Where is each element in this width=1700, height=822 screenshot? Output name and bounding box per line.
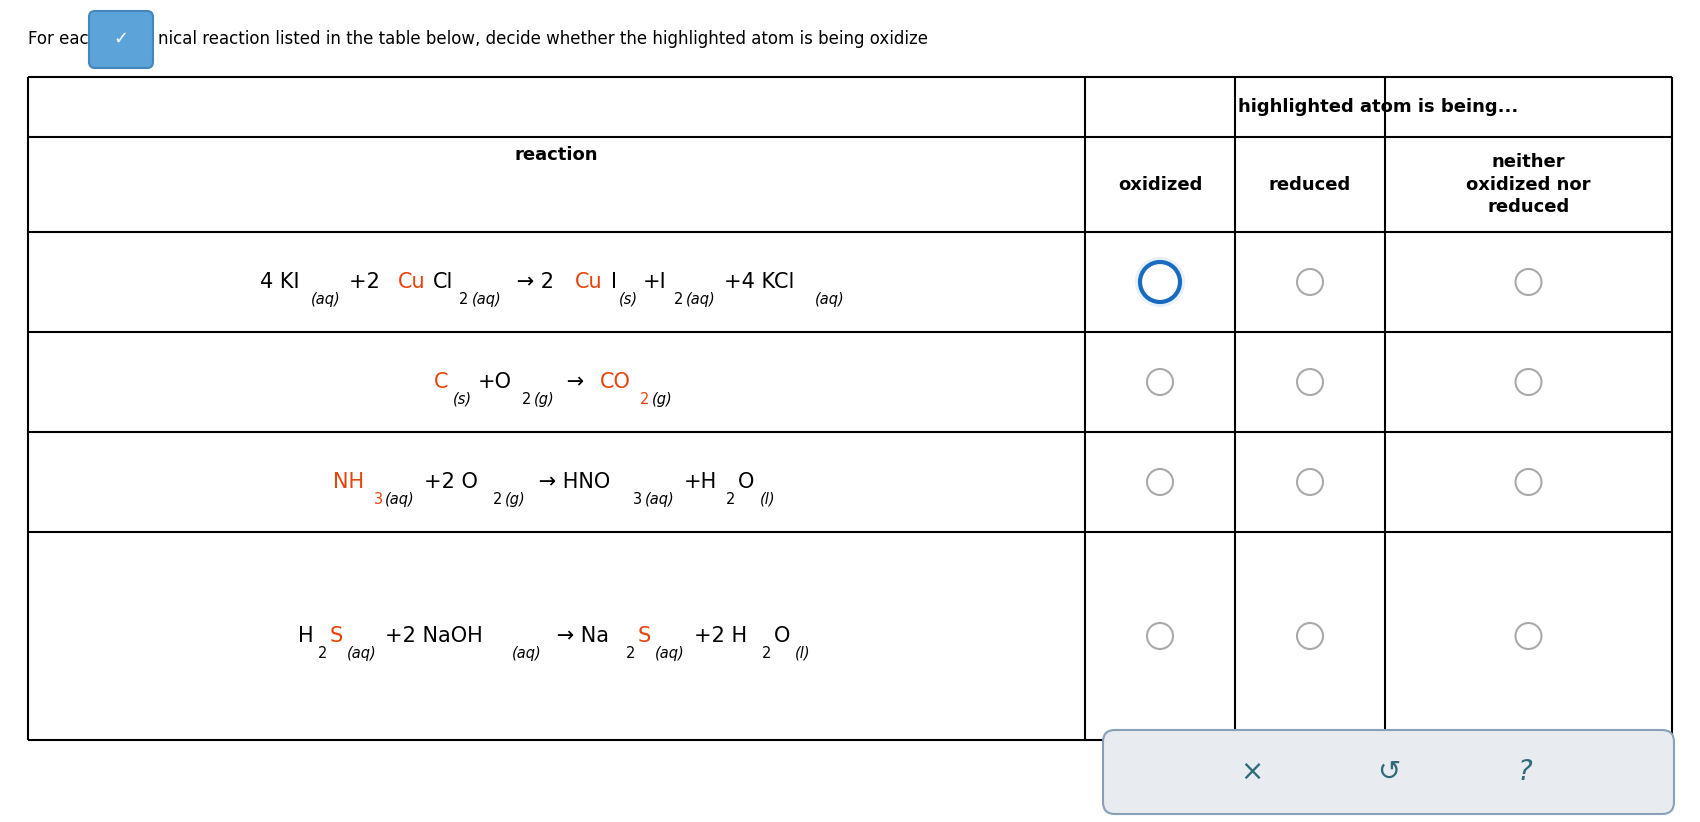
Text: +I: +I (643, 272, 666, 292)
Text: reaction: reaction (515, 145, 598, 164)
Text: I: I (610, 272, 617, 292)
Text: 2: 2 (626, 645, 636, 661)
Text: S: S (638, 626, 651, 646)
Circle shape (1515, 623, 1542, 649)
Text: (l): (l) (796, 645, 811, 661)
Text: → Na: → Na (549, 626, 609, 646)
Text: Cl: Cl (434, 272, 454, 292)
Text: CO: CO (600, 372, 631, 392)
Circle shape (1515, 369, 1542, 395)
Text: 2: 2 (639, 391, 649, 407)
Circle shape (1148, 623, 1173, 649)
Circle shape (1141, 262, 1180, 302)
Text: (aq): (aq) (386, 492, 415, 506)
Text: 3: 3 (374, 492, 382, 506)
Circle shape (1297, 369, 1323, 395)
FancyBboxPatch shape (88, 11, 153, 68)
Circle shape (1515, 469, 1542, 495)
Text: 2: 2 (493, 492, 503, 506)
Text: +O: +O (478, 372, 512, 392)
Text: →: → (561, 372, 592, 392)
Text: ?: ? (1518, 758, 1533, 786)
Text: (s): (s) (619, 292, 638, 307)
Text: (aq): (aq) (512, 645, 541, 661)
Circle shape (1148, 469, 1173, 495)
Text: 2: 2 (726, 492, 736, 506)
Circle shape (1136, 257, 1185, 307)
FancyBboxPatch shape (1103, 730, 1674, 814)
Text: (aq): (aq) (471, 292, 501, 307)
Text: reduced: reduced (1268, 176, 1352, 193)
Text: S: S (330, 626, 343, 646)
Text: (s): (s) (452, 391, 473, 407)
Text: 3: 3 (632, 492, 643, 506)
Text: (g): (g) (653, 391, 673, 407)
Text: 2: 2 (673, 292, 683, 307)
Text: 2: 2 (522, 391, 530, 407)
Text: O: O (774, 626, 790, 646)
Text: (aq): (aq) (654, 645, 685, 661)
Text: → HNO: → HNO (532, 472, 610, 492)
Circle shape (1297, 469, 1323, 495)
Text: Cu: Cu (398, 272, 425, 292)
Text: (aq): (aq) (644, 492, 675, 506)
Text: (aq): (aq) (685, 292, 716, 307)
Text: (aq): (aq) (347, 645, 377, 661)
Circle shape (1148, 369, 1173, 395)
Text: Cu: Cu (575, 272, 604, 292)
Text: ✓: ✓ (114, 30, 129, 48)
Text: +2 O: +2 O (423, 472, 478, 492)
Text: O: O (738, 472, 755, 492)
Text: H: H (298, 626, 313, 646)
Text: (aq): (aq) (814, 292, 845, 307)
Text: oxidized: oxidized (1119, 176, 1202, 193)
Text: nical reaction listed in the table below, decide whether the highlighted atom is: nical reaction listed in the table below… (158, 30, 928, 48)
Circle shape (1297, 269, 1323, 295)
Text: +H: +H (683, 472, 716, 492)
Text: +2: +2 (348, 272, 386, 292)
Circle shape (1297, 623, 1323, 649)
Text: (g): (g) (534, 391, 554, 407)
Text: NH: NH (333, 472, 364, 492)
Text: C: C (434, 372, 449, 392)
Text: → 2: → 2 (510, 272, 561, 292)
Text: neither
oxidized nor
reduced: neither oxidized nor reduced (1465, 153, 1591, 215)
Text: 2: 2 (318, 645, 326, 661)
Text: 4 KI: 4 KI (260, 272, 299, 292)
Text: (l): (l) (760, 492, 775, 506)
Text: +2 NaOH: +2 NaOH (386, 626, 483, 646)
Text: ↺: ↺ (1377, 758, 1401, 786)
Text: +2 H: +2 H (694, 626, 746, 646)
Text: ×: × (1239, 758, 1263, 786)
Text: +4 KCl: +4 KCl (724, 272, 794, 292)
Text: For eac: For eac (27, 30, 88, 48)
Text: 2: 2 (762, 645, 772, 661)
Text: (g): (g) (505, 492, 525, 506)
Text: 2: 2 (459, 292, 469, 307)
Text: highlighted atom is being...: highlighted atom is being... (1238, 98, 1518, 116)
Circle shape (1515, 269, 1542, 295)
Text: (aq): (aq) (311, 292, 340, 307)
